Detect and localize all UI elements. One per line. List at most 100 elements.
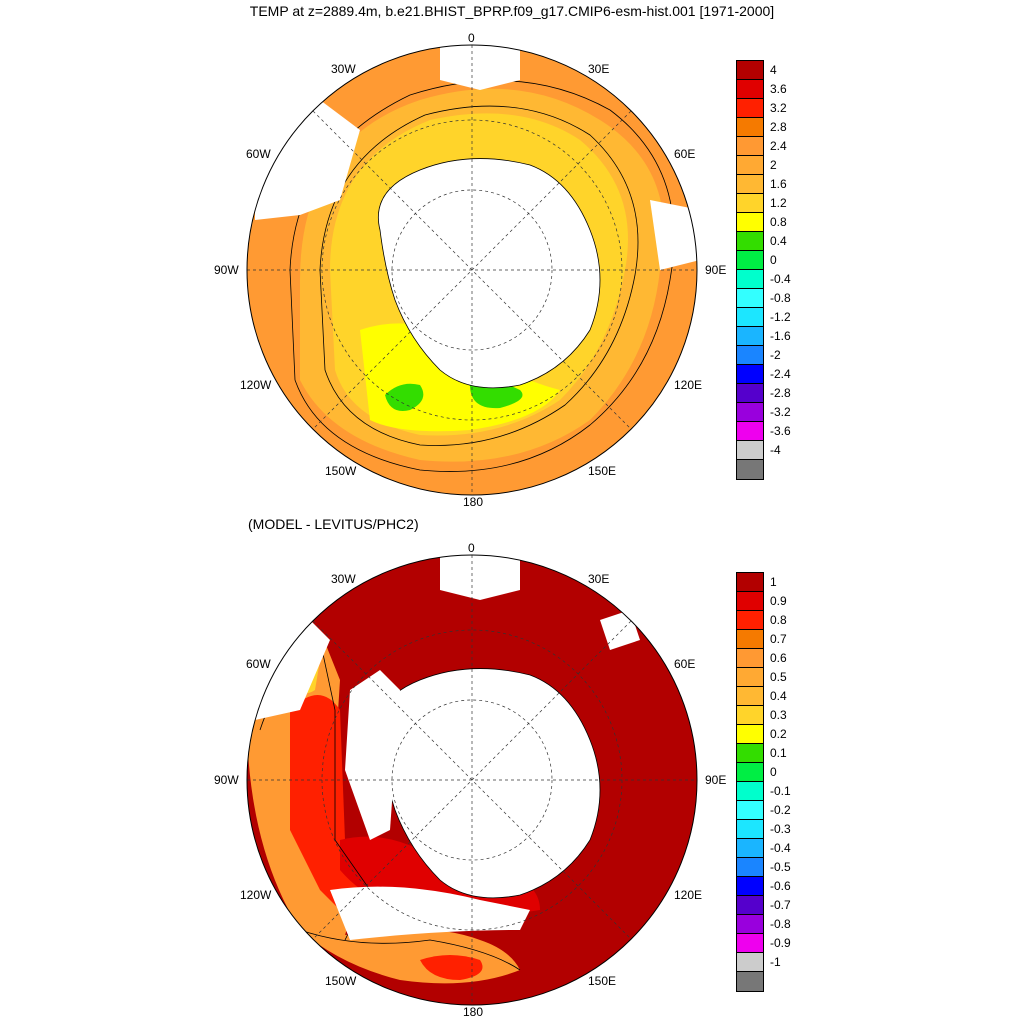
bottom-colorbar-tick-label: 0.7 [770, 631, 787, 646]
top-colorbar-swatch [737, 118, 763, 137]
top-lon-120e: 120E [674, 378, 703, 392]
top-colorbar-swatch [737, 460, 763, 479]
south-america-bottom [255, 620, 330, 720]
bottom-colorbar-tick-label: -0.4 [770, 840, 791, 855]
bottom-colorbar-swatch [737, 953, 763, 972]
bottom-colorbar-swatch [737, 763, 763, 782]
top-lon-150e: 150E [588, 464, 617, 478]
top-colorbar-tick-label: -2.8 [770, 385, 791, 400]
top-lon-120w: 120W [240, 378, 272, 392]
bottom-colorbar-swatch [737, 839, 763, 858]
bottom-colorbar-tick-label: -0.8 [770, 916, 791, 931]
top-colorbar-swatch [737, 232, 763, 251]
top-colorbar-tick-label: 0.8 [770, 214, 787, 229]
top-colorbar-tick-label: -1.6 [770, 328, 791, 343]
bottom-lon-120w: 120W [240, 888, 272, 902]
bottom-colorbar-tick-label: 0.4 [770, 688, 787, 703]
bottom-colorbar-tick-label: -0.6 [770, 878, 791, 893]
top-colorbar [736, 60, 764, 480]
top-colorbar-swatch [737, 384, 763, 403]
bottom-colorbar-tick-label: -0.5 [770, 859, 791, 874]
bottom-colorbar-tick-label: 0.5 [770, 669, 787, 684]
africa-tip-bottom [440, 555, 520, 600]
top-lon-0: 0 [468, 31, 475, 45]
bottom-colorbar-swatch [737, 858, 763, 877]
bottom-colorbar-swatch [737, 706, 763, 725]
top-lon-150w: 150W [325, 464, 357, 478]
top-colorbar-swatch [737, 137, 763, 156]
bottom-lon-90e: 90E [705, 773, 727, 787]
top-colorbar-tick-label: 2.4 [770, 138, 787, 153]
top-colorbar-swatch [737, 175, 763, 194]
top-colorbar-swatch [737, 441, 763, 460]
top-colorbar-tick-label: 1.2 [770, 195, 787, 210]
bottom-colorbar-swatch [737, 896, 763, 915]
top-colorbar-swatch [737, 365, 763, 384]
top-colorbar-swatch [737, 327, 763, 346]
plot-title: TEMP at z=2889.4m, b.e21.BHIST_BPRP.f09_… [249, 3, 775, 19]
bottom-colorbar-tick-label: 0 [770, 764, 777, 779]
bottom-lon-30w: 30W [331, 572, 356, 586]
top-colorbar-tick-label: -0.8 [770, 290, 791, 305]
africa-tip [440, 45, 520, 90]
bottom-colorbar-swatch [737, 972, 763, 991]
bottom-lon-120e: 120E [674, 888, 703, 902]
bottom-colorbar-swatch [737, 649, 763, 668]
bottom-colorbar-tick-label: 0.9 [770, 593, 787, 608]
bottom-lon-180: 180 [463, 1005, 484, 1019]
bottom-lon-60w: 60W [246, 657, 271, 671]
missing-data-west [345, 670, 400, 840]
bottom-colorbar-tick-label: -1 [770, 954, 781, 969]
top-colorbar-tick-label: 3.2 [770, 100, 787, 115]
top-colorbar-swatch [737, 156, 763, 175]
missing-data-ross [330, 886, 530, 940]
top-colorbar-tick-label: -2 [770, 347, 781, 362]
bottom-colorbar-tick-label: 0.2 [770, 726, 787, 741]
bottom-polar-map [246, 554, 698, 1006]
difference-subtitle: (MODEL - LEVITUS/PHC2) [248, 516, 419, 532]
top-colorbar-swatch [737, 194, 763, 213]
top-lon-60w: 60W [246, 147, 271, 161]
top-colorbar-tick-label: -4 [770, 442, 781, 457]
top-colorbar-tick-label: -1.2 [770, 309, 791, 324]
top-colorbar-swatch [737, 403, 763, 422]
bottom-colorbar-swatch [737, 820, 763, 839]
bottom-colorbar-swatch [737, 725, 763, 744]
bottom-lon-150e: 150E [588, 974, 617, 988]
bottom-colorbar-swatch [737, 592, 763, 611]
bottom-lon-90w: 90W [214, 773, 239, 787]
bottom-colorbar-swatch [737, 915, 763, 934]
bottom-colorbar-tick-label: 0.6 [770, 650, 787, 665]
bottom-lon-150w: 150W [325, 974, 357, 988]
top-colorbar-tick-label: -3.2 [770, 404, 791, 419]
bottom-colorbar-swatch [737, 630, 763, 649]
top-colorbar-tick-label: 2 [770, 157, 777, 172]
top-lon-30e: 30E [588, 62, 610, 76]
top-colorbar-tick-label: 0.4 [770, 233, 787, 248]
bottom-colorbar-swatch [737, 573, 763, 592]
top-colorbar-tick-label: 0 [770, 252, 777, 267]
top-lon-60e: 60E [674, 147, 696, 161]
top-lon-180: 180 [463, 495, 484, 509]
australia [650, 200, 697, 270]
bottom-colorbar-swatch [737, 877, 763, 896]
bottom-colorbar [736, 572, 764, 992]
bottom-colorbar-swatch [737, 801, 763, 820]
bottom-lon-0: 0 [468, 541, 475, 555]
top-colorbar-tick-label: 4 [770, 62, 777, 77]
top-colorbar-tick-label: 2.8 [770, 119, 787, 134]
bottom-colorbar-tick-label: -0.1 [770, 783, 791, 798]
top-colorbar-swatch [737, 346, 763, 365]
top-colorbar-swatch [737, 270, 763, 289]
bottom-lon-30e: 30E [588, 572, 610, 586]
top-colorbar-tick-label: -2.4 [770, 366, 791, 381]
top-colorbar-tick-label: 1.6 [770, 176, 787, 191]
top-lon-90e: 90E [705, 263, 727, 277]
top-polar-map [246, 44, 698, 496]
diff-field-south-core [420, 955, 483, 980]
bottom-colorbar-tick-label: -0.2 [770, 802, 791, 817]
top-colorbar-swatch [737, 251, 763, 270]
bottom-colorbar-tick-label: 0.1 [770, 745, 787, 760]
top-colorbar-swatch [737, 80, 763, 99]
bottom-colorbar-tick-label: -0.7 [770, 897, 791, 912]
